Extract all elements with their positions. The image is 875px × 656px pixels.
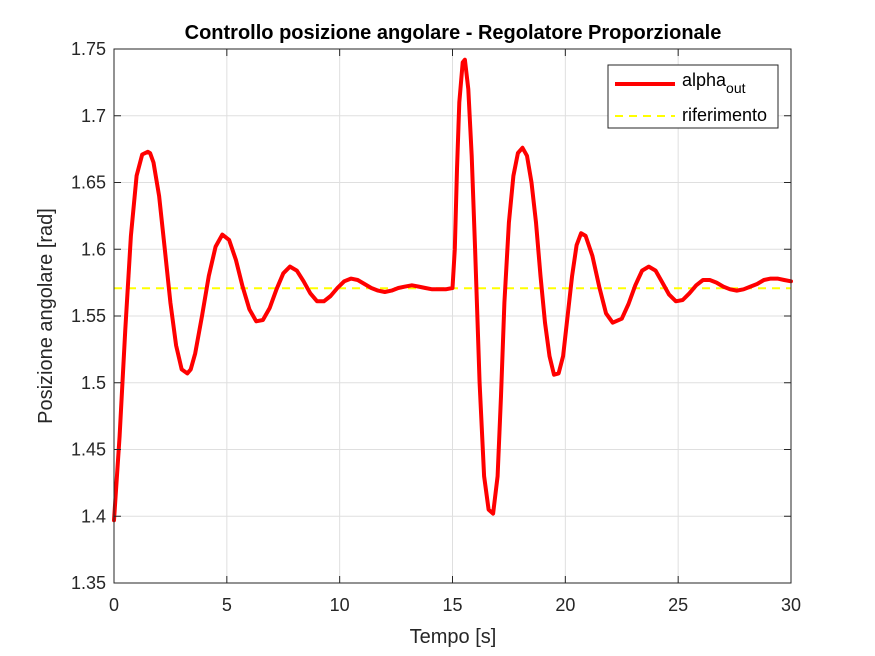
x-tick-label: 30	[781, 595, 801, 615]
y-tick-label: 1.65	[71, 173, 106, 193]
x-tick-label: 0	[109, 595, 119, 615]
legend-label-alpha-out: alphaout	[682, 70, 746, 96]
y-tick-label: 1.35	[71, 573, 106, 593]
x-tick-label: 25	[668, 595, 688, 615]
x-tick-label: 15	[442, 595, 462, 615]
y-axis-label: Posizione angolare [rad]	[35, 208, 57, 424]
y-tick-label: 1.4	[81, 506, 106, 526]
x-tick-label: 20	[555, 595, 575, 615]
series-layer	[112, 57, 793, 523]
chart-title: Controllo posizione angolare - Regolator…	[185, 22, 722, 44]
legend: alphaout riferimento	[607, 64, 779, 129]
series-line-alpha-out	[112, 57, 793, 523]
y-tick-label: 1.75	[71, 39, 106, 59]
x-tick-label: 5	[222, 595, 232, 615]
y-tick-label: 1.45	[71, 440, 106, 460]
y-tick-label: 1.7	[81, 106, 106, 126]
axis-ticks: 0 5 10 15 20 25 30 1.35 1.4 1.45 1.5 1.55 1.6 1.65 1.7…	[71, 39, 801, 615]
x-axis-label: Tempo [s]	[410, 626, 497, 648]
y-tick-label: 1.55	[71, 306, 106, 326]
y-tick-label: 1.5	[81, 373, 106, 393]
legend-label-riferimento: riferimento	[682, 105, 767, 125]
legend-label-main: alpha	[682, 70, 727, 90]
x-tick-label: 10	[330, 595, 350, 615]
y-tick-label: 1.6	[81, 239, 106, 259]
legend-box	[607, 64, 779, 129]
legend-label-subscript: out	[726, 80, 746, 96]
